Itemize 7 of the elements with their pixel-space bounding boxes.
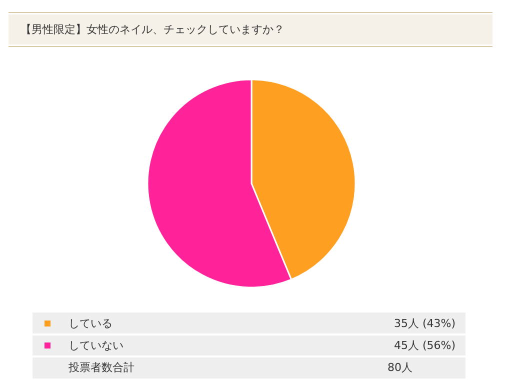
text: 投票者数合計 (68, 361, 134, 374)
text: 80人 (388, 361, 412, 374)
legend-label: していない (68, 339, 124, 352)
legend-label: している (68, 317, 112, 330)
chart-title: 【男性限定】女性のネイル、チェックしていますか？ (20, 23, 284, 36)
data-label: 45人 (56%) (394, 339, 456, 352)
data-label: 35人 (43%) (394, 317, 456, 330)
